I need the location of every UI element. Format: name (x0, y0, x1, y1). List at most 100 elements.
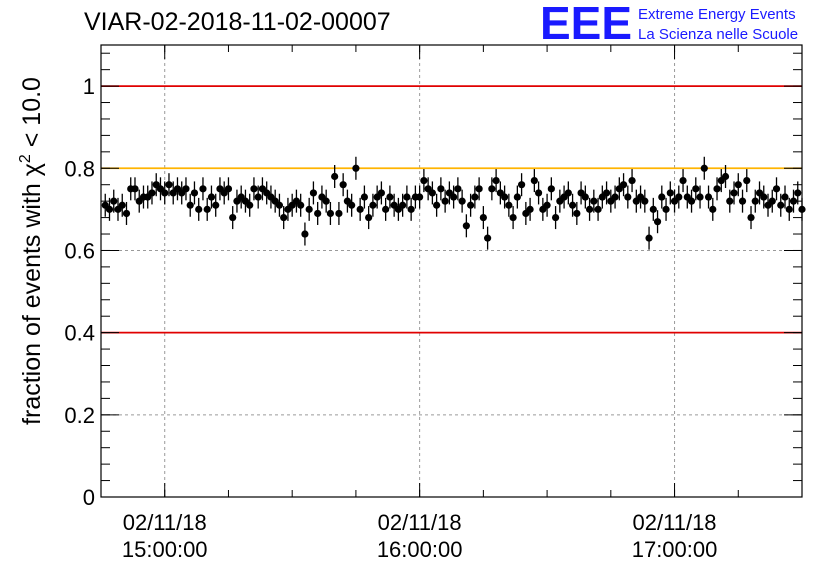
data-point (518, 173, 526, 197)
data-point (658, 185, 666, 209)
data-point (275, 193, 284, 217)
data-point (475, 177, 483, 201)
data-point (768, 189, 776, 213)
marker (224, 185, 233, 193)
data-point (547, 177, 555, 201)
data-point (122, 201, 131, 225)
data-point (428, 181, 436, 205)
marker (458, 197, 466, 205)
data-point (687, 189, 696, 213)
logo-text-line1: Extreme Energy Events (638, 6, 796, 23)
marker (195, 205, 203, 213)
data-point (611, 185, 619, 209)
marker (199, 185, 207, 193)
marker (692, 185, 700, 193)
data-point (305, 197, 313, 221)
marker (479, 213, 487, 222)
marker (709, 205, 717, 213)
data-point (505, 193, 513, 217)
marker (738, 197, 747, 205)
data-point (331, 164, 339, 188)
data-point (624, 185, 632, 209)
data-point (602, 181, 611, 205)
marker (475, 185, 483, 193)
marker (118, 201, 126, 209)
marker (297, 201, 305, 209)
marker (700, 164, 708, 172)
data-point (479, 206, 487, 230)
data-point (471, 185, 479, 209)
data-point (526, 197, 534, 221)
data-point (441, 189, 449, 213)
data-point (662, 197, 670, 221)
data-point (760, 185, 768, 209)
x-tick-label-time: 15:00:00 (122, 537, 208, 562)
marker (781, 193, 789, 201)
data-point (280, 206, 288, 230)
marker (602, 189, 611, 197)
data-point (581, 185, 589, 209)
data-points (101, 156, 806, 250)
data-point (704, 185, 713, 209)
marker (653, 218, 662, 226)
marker (696, 193, 704, 201)
data-point (229, 206, 237, 230)
marker (585, 205, 594, 213)
data-point (195, 197, 203, 221)
data-point (165, 173, 173, 197)
y-tick-label: 0.2 (64, 403, 95, 428)
x-tick-label-time: 17:00:00 (632, 537, 718, 562)
marker (428, 189, 436, 197)
data-point (543, 193, 551, 217)
marker (611, 193, 619, 201)
data-point (182, 177, 190, 201)
data-point (751, 189, 759, 213)
marker (675, 193, 683, 201)
data-point (254, 185, 262, 209)
data-point (730, 181, 738, 205)
data-point (713, 177, 721, 201)
marker (530, 177, 538, 185)
data-point (292, 189, 301, 213)
marker (190, 189, 199, 197)
marker (161, 189, 169, 197)
x-tick-label-time: 16:00:00 (377, 537, 463, 562)
data-point (509, 206, 517, 230)
logo-text-line2: La Scienza nelle Scuole (638, 26, 799, 43)
tick-labels: 00.20.40.60.8102/11/1815:00:0002/11/1816… (64, 74, 717, 562)
data-point (785, 197, 793, 221)
data-point (301, 222, 309, 246)
data-point (118, 193, 126, 217)
data-point (433, 193, 441, 217)
marker (356, 205, 364, 213)
y-axis-label-tail: < 10.0 (18, 77, 46, 154)
grid-lines (101, 45, 802, 497)
data-point (190, 181, 199, 205)
data-point (501, 185, 509, 209)
data-point (241, 189, 250, 213)
data-point (365, 206, 373, 230)
data-point (573, 201, 581, 225)
data-point (458, 189, 466, 213)
data-point (199, 177, 207, 201)
x-tick-label-date: 02/11/18 (633, 510, 717, 535)
marker (148, 189, 156, 197)
marker (768, 197, 776, 205)
y-tick-label: 0.8 (64, 156, 95, 181)
data-point (585, 197, 594, 221)
marker (399, 201, 407, 209)
data-point (144, 185, 152, 209)
marker (335, 209, 343, 218)
marker (794, 189, 802, 197)
marker (518, 181, 526, 189)
marker (416, 193, 424, 201)
marker (326, 209, 335, 218)
marker (352, 164, 360, 172)
data-point (721, 164, 730, 188)
data-point (726, 189, 734, 213)
marker (547, 185, 555, 193)
reference-lines (101, 85, 802, 334)
data-point (492, 169, 500, 193)
marker (403, 193, 411, 201)
marker (484, 234, 492, 242)
